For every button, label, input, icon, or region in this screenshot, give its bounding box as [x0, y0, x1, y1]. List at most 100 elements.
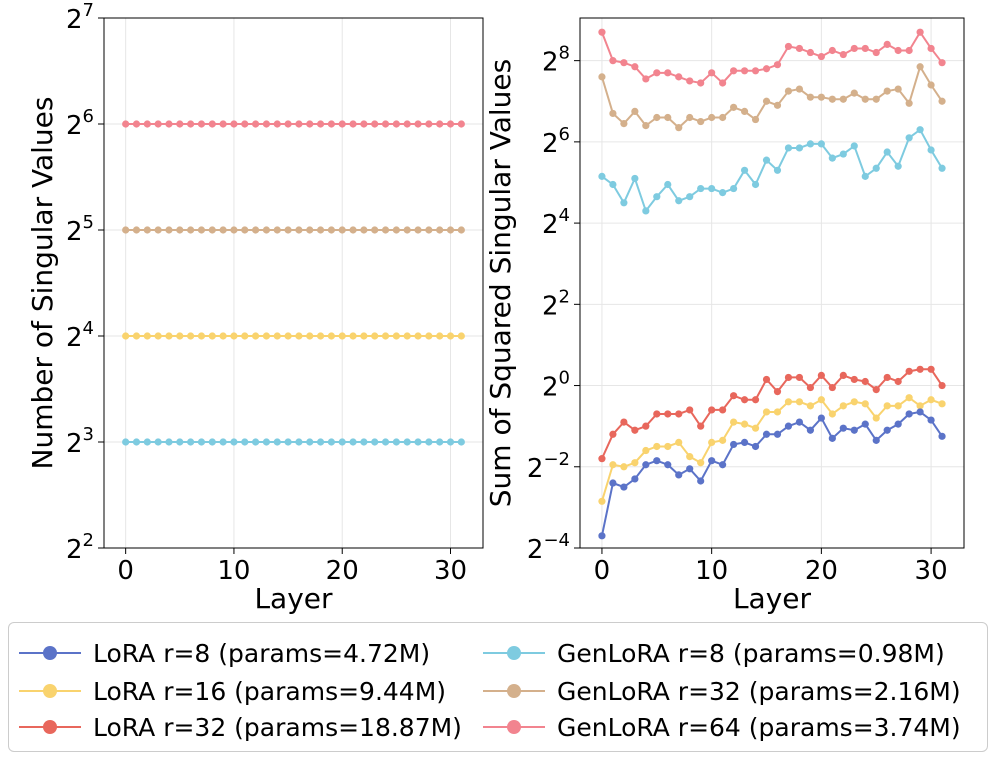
data-point — [850, 44, 858, 53]
data-point — [457, 332, 465, 340]
y-tick-label: 24 — [542, 205, 570, 240]
data-point — [620, 418, 628, 426]
legend-label: LoRA r=8 (params=4.72M) — [93, 638, 431, 668]
data-point — [143, 438, 151, 446]
data-point — [872, 48, 880, 57]
data-point — [664, 69, 672, 77]
y-axis-label: Number of Singular Values — [26, 97, 59, 470]
data-point — [262, 226, 271, 234]
legend-item-genlora-r64: GenLoRA r=64 (params=3.74M) — [483, 709, 961, 745]
data-point — [241, 438, 249, 446]
data-point — [165, 120, 173, 128]
data-point — [894, 377, 902, 386]
data-point — [241, 332, 249, 340]
data-point — [751, 442, 760, 451]
data-point — [598, 28, 606, 36]
data-point — [642, 446, 650, 455]
data-point — [861, 377, 869, 386]
data-point — [905, 367, 913, 375]
axes-frame — [579, 17, 965, 549]
data-point — [176, 120, 184, 128]
x-tick-label: 30 — [915, 556, 948, 586]
data-point — [403, 226, 411, 234]
data-point — [609, 109, 617, 118]
y-tick-label: 27 — [66, 0, 94, 35]
legend-swatch — [483, 673, 545, 709]
x-tick-label: 20 — [326, 556, 359, 586]
data-point — [938, 432, 946, 440]
data-point — [609, 180, 617, 189]
data-point — [927, 81, 935, 89]
data-point — [664, 410, 672, 418]
data-point — [751, 67, 760, 75]
data-point — [883, 87, 891, 95]
data-point — [295, 226, 303, 234]
data-point — [306, 332, 314, 340]
data-point — [664, 113, 672, 122]
legend-item-genlora-r32: GenLoRA r=32 (params=2.16M) — [483, 673, 961, 709]
data-point — [392, 438, 400, 446]
data-point — [675, 410, 683, 418]
series-line — [600, 396, 943, 502]
data-point — [817, 140, 825, 148]
data-point — [338, 438, 346, 446]
data-point — [197, 226, 206, 234]
data-point — [457, 120, 465, 128]
data-point — [403, 438, 411, 446]
data-point — [176, 332, 184, 340]
data-point — [165, 438, 173, 446]
data-point — [795, 144, 804, 152]
data-point — [839, 424, 847, 432]
data-point — [403, 120, 411, 128]
data-point — [675, 197, 683, 205]
data-point — [295, 438, 303, 446]
legend-swatch — [19, 673, 81, 709]
data-point — [446, 226, 455, 234]
data-point — [828, 95, 836, 103]
data-point — [371, 332, 379, 340]
y-tick-label: 26 — [542, 124, 570, 159]
data-point — [795, 85, 804, 93]
data-point — [916, 126, 924, 134]
data-point — [872, 436, 880, 444]
y-tick-label: 23 — [66, 424, 94, 459]
data-point — [894, 402, 902, 410]
data-point — [165, 332, 173, 340]
data-point — [187, 226, 195, 234]
data-point — [349, 438, 357, 446]
data-point — [653, 113, 661, 122]
data-point — [883, 40, 891, 48]
data-point — [653, 457, 661, 465]
data-point — [208, 120, 216, 128]
data-point — [751, 424, 760, 432]
data-point — [730, 103, 738, 111]
chart-panel-2: 0 10 20 30 2−4 2−2 20 22 24 26 28 Layer Sum of Squar… — [484, 17, 965, 615]
data-point — [719, 406, 727, 414]
data-point — [675, 471, 683, 479]
data-point — [784, 42, 793, 51]
data-point — [262, 438, 271, 446]
y-tick-label: 26 — [66, 106, 94, 141]
data-point — [381, 332, 390, 340]
data-point — [360, 332, 368, 340]
data-point — [686, 193, 694, 201]
data-point — [598, 172, 606, 180]
data-point — [675, 124, 683, 132]
y-tick-label: 24 — [66, 318, 94, 353]
data-point — [598, 532, 606, 540]
data-point — [773, 408, 782, 416]
data-point — [719, 436, 727, 444]
data-point — [719, 113, 727, 122]
data-point — [642, 422, 650, 430]
data-point — [806, 140, 815, 148]
data-point — [230, 120, 238, 128]
data-point — [905, 410, 913, 418]
data-point — [773, 61, 782, 69]
data-point — [132, 226, 141, 234]
data-point — [861, 44, 869, 53]
y-tick-label: 28 — [542, 43, 570, 78]
data-point — [740, 107, 749, 116]
data-point — [708, 457, 716, 465]
data-point — [708, 69, 716, 77]
data-point — [740, 166, 749, 174]
